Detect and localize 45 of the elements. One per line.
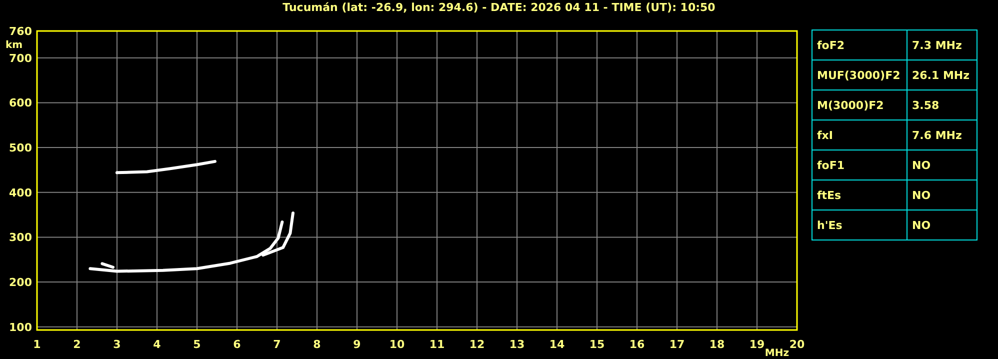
y-tick-label: 700 xyxy=(9,52,32,65)
text: NO xyxy=(912,189,931,202)
y-tick-label: 400 xyxy=(9,186,32,200)
x-tick-label: 4 xyxy=(153,338,162,351)
y-tick-label: 100 xyxy=(9,320,32,334)
x-tick-label: 1 xyxy=(33,338,41,351)
x-tick-label: 7 xyxy=(273,338,281,351)
y-tick-label: 760 xyxy=(9,25,32,38)
y-tick-label: 600 xyxy=(9,96,32,110)
x-tick-label: 19 xyxy=(749,338,765,351)
y-tick-label: 500 xyxy=(9,142,32,155)
text: foF2 xyxy=(817,39,845,52)
x-axis-title: MHz xyxy=(764,348,790,359)
y-tick-label: 200 xyxy=(9,276,32,290)
text: 26.1 MHz xyxy=(912,69,970,82)
x-tick-label: 18 xyxy=(709,338,725,351)
text: 3.58 xyxy=(912,99,940,112)
x-tick-label: 3 xyxy=(113,338,121,351)
text: NO xyxy=(912,219,931,232)
x-tick-label: 10 xyxy=(389,338,405,351)
x-tick-label: 15 xyxy=(589,338,605,351)
text: foF1 xyxy=(817,159,845,172)
text: 7.3 MHz xyxy=(912,39,962,52)
x-tick-label: 16 xyxy=(629,338,645,351)
x-tick-label: 20 xyxy=(789,338,805,351)
text: ftEs xyxy=(817,189,842,202)
x-tick-label: 6 xyxy=(233,338,242,351)
x-tick-label: 5 xyxy=(193,338,201,351)
text: NO xyxy=(912,159,931,172)
text: 7.6 MHz xyxy=(912,129,962,142)
x-tick-label: 11 xyxy=(429,338,445,351)
x-tick-label: 14 xyxy=(549,338,565,351)
chart-title: Tucumán (lat: -26.9, lon: 294.6) - DATE: 2026 04 11 - TIME (UT): 10:50 xyxy=(282,1,716,14)
x-tick-label: 2 xyxy=(73,338,81,351)
y-tick-label: 300 xyxy=(9,231,32,244)
x-tick-label: 12 xyxy=(469,338,485,351)
text: h'Es xyxy=(817,219,842,232)
x-tick-label: 8 xyxy=(313,338,321,351)
x-tick-label: 9 xyxy=(353,338,361,351)
text: fxI xyxy=(817,129,833,142)
x-tick-label: 13 xyxy=(509,338,525,351)
y-axis-title: km xyxy=(5,40,23,51)
text: MUF(3000)F2 xyxy=(817,69,900,82)
x-tick-label: 17 xyxy=(669,338,685,351)
text: M(3000)F2 xyxy=(817,99,884,112)
